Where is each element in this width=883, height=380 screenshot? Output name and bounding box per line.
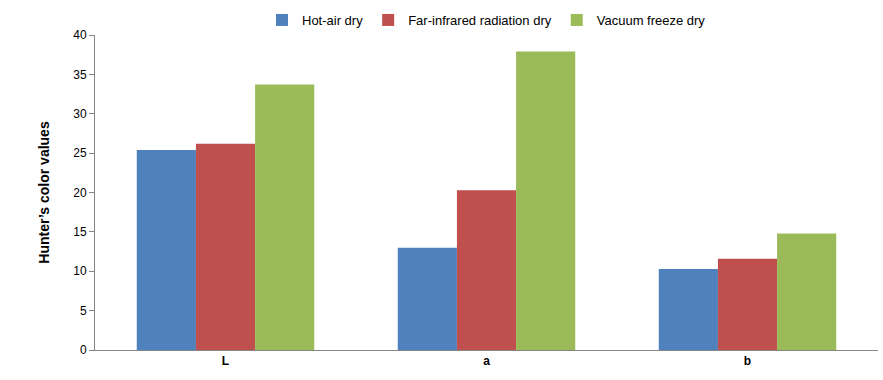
svg-text:Hunter’s color values: Hunter’s color values — [36, 121, 52, 264]
svg-text:Hot-air dry: Hot-air dry — [302, 13, 363, 28]
svg-text:35: 35 — [73, 68, 87, 82]
svg-text:Vacuum freeze dry: Vacuum freeze dry — [597, 13, 706, 28]
svg-text:20: 20 — [73, 186, 87, 200]
svg-text:40: 40 — [73, 28, 87, 42]
svg-text:a: a — [483, 354, 490, 368]
svg-text:5: 5 — [80, 304, 87, 318]
svg-text:30: 30 — [73, 107, 87, 121]
svg-text:15: 15 — [73, 225, 87, 239]
svg-text:10: 10 — [73, 264, 87, 278]
svg-text:25: 25 — [73, 146, 87, 160]
svg-text:Far-infrared radiation dry: Far-infrared radiation dry — [408, 13, 552, 28]
svg-text:0: 0 — [80, 343, 87, 357]
svg-text:b: b — [744, 354, 751, 368]
svg-text:L: L — [222, 354, 229, 368]
